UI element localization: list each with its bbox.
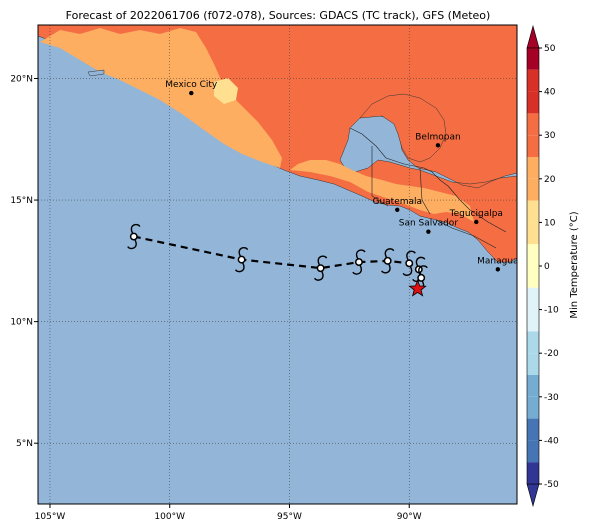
red-star-icon[interactable]	[408, 279, 427, 297]
x-tick-label: 100°W	[154, 512, 185, 522]
x-tick-label: 90°W	[397, 512, 422, 522]
colorbar-tick-label: -50	[544, 480, 559, 490]
land-cool-zone	[214, 78, 238, 104]
city-marker	[495, 267, 501, 272]
colorbar-segment	[527, 69, 539, 92]
track-point	[316, 264, 325, 273]
track-points	[127, 223, 428, 291]
colorbar-tick-label: 0	[544, 262, 550, 272]
colorbar-segment	[527, 135, 539, 157]
colorbar-label: Min Temperature (°C)	[569, 211, 580, 318]
city-label: Managua	[477, 256, 518, 266]
cyclone-symbol-icon	[352, 264, 362, 275]
track-point	[405, 259, 414, 268]
cyclone-symbol-icon	[317, 255, 328, 266]
colorbar-segment	[527, 178, 539, 201]
colorbar-segment	[527, 418, 539, 441]
y-tick-label: 15°N	[10, 196, 33, 206]
cyclone-symbol-icon	[313, 270, 324, 281]
colorbar-tick-label: -30	[544, 393, 559, 403]
track-point	[129, 232, 138, 241]
cyclone-symbol-icon	[234, 262, 245, 273]
city-marker	[474, 219, 479, 225]
colorbar-min-arrow	[526, 483, 540, 508]
colorbar-segment	[527, 375, 539, 397]
gridlines	[38, 25, 517, 504]
cyclone-symbol-icon	[127, 239, 137, 250]
colorbar-tick-label: 40	[544, 88, 556, 98]
colorbar-tick-label: 10	[544, 218, 556, 228]
cyclone-symbol-icon	[238, 247, 249, 257]
cyclone-symbol-icon	[406, 250, 416, 261]
city-label: San Salvador	[399, 219, 459, 229]
y-tick-label: 20°N	[10, 74, 33, 84]
colorbar-segment	[527, 353, 539, 375]
colorbar-segment	[527, 309, 539, 332]
colorbar-segment	[527, 331, 539, 354]
colorbar-tick-label: 20	[544, 175, 556, 185]
axis-ticks: 105°W 100°W 95°W 90°W 5°N 10°N 15°N 20°N	[10, 74, 421, 522]
y-tick-label: 5°N	[16, 439, 33, 449]
colorbar-segment	[527, 200, 539, 223]
city-label: Guatemala	[372, 197, 422, 207]
colorbar-tick-label: -10	[544, 306, 559, 316]
land-mild-zone-2	[290, 160, 474, 222]
colorbar-segment	[527, 91, 539, 114]
city-marker	[435, 143, 441, 148]
cyclone-symbol-icon	[130, 223, 141, 234]
map-area[interactable]: Mexico City Belmopan Guatemala San Salvador…	[38, 25, 519, 504]
city-layer: Mexico City Belmopan Guatemala San Salvador…	[165, 80, 518, 272]
cyclone-symbol-icon	[381, 263, 391, 274]
land-yucatan	[359, 93, 447, 163]
city-marker	[395, 207, 400, 212]
y-tick-label: 10°N	[10, 318, 33, 328]
colorbar-tick-label: -40	[544, 436, 559, 446]
cyclone-symbol-icon	[415, 256, 426, 267]
colorbar-segment	[527, 287, 539, 310]
map-frame	[37, 24, 518, 505]
figure-title: Forecast of 2022061706 (f072-078), Sourc…	[66, 9, 491, 22]
colorbar-segment	[527, 48, 539, 70]
track-point	[383, 256, 392, 265]
colorbar: -50 -40 -30 -20 -10 0 10 20 30 40 50	[526, 24, 559, 508]
city-label: Tegucigalpa	[449, 209, 503, 219]
colorbar-segment	[527, 396, 539, 419]
colorbar-segment	[527, 440, 539, 463]
city-marker	[189, 90, 194, 96]
colorbar-tick-label: 50	[544, 44, 556, 54]
colorbar-segment	[527, 113, 539, 136]
cyclone-symbol-icon	[418, 265, 428, 276]
cyclone-symbol-icon	[355, 249, 366, 260]
colorbar-segment	[527, 222, 539, 245]
colorbar-segment	[527, 266, 539, 288]
colorbar-max-arrow	[526, 24, 540, 49]
x-tick-label: 105°W	[35, 512, 66, 522]
cyclone-symbol-icon	[384, 248, 395, 259]
colorbar-segment	[527, 157, 539, 179]
x-tick-label: 95°W	[277, 512, 302, 522]
city-marker	[426, 229, 431, 234]
colorbar-tick-label: -20	[544, 349, 559, 359]
track-point	[354, 258, 363, 267]
colorbar-segment	[527, 244, 539, 266]
cyclone-symbol-icon	[402, 265, 413, 276]
lake	[87, 69, 105, 77]
track-point	[237, 255, 246, 264]
land-mild-zone	[40, 28, 282, 168]
track-point	[417, 273, 426, 282]
colorbar-segment	[527, 462, 539, 484]
city-label: Mexico City	[165, 80, 218, 90]
colorbar-tick-label: 30	[544, 131, 556, 141]
city-label: Belmopan	[415, 132, 460, 142]
